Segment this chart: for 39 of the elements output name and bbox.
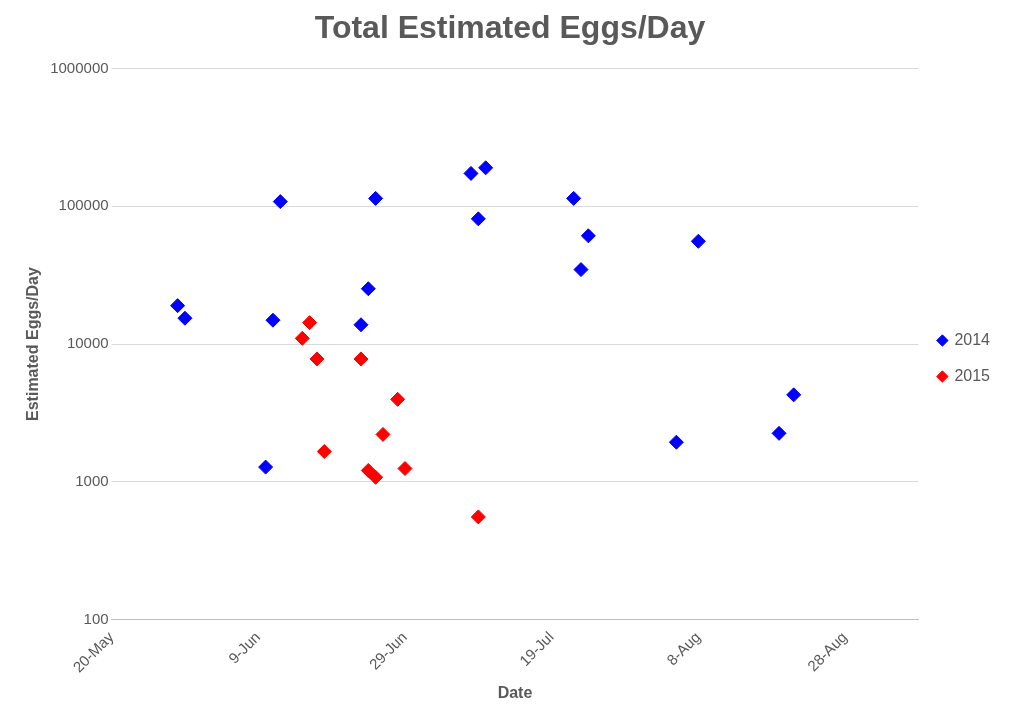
- point: [258, 459, 274, 475]
- chart-title: Total Estimated Eggs/Day: [314, 9, 706, 46]
- point: [668, 434, 684, 450]
- point: [265, 312, 281, 328]
- point: [580, 228, 596, 244]
- point: [397, 461, 413, 477]
- point: [353, 317, 369, 333]
- y-tick-label: 1000: [75, 472, 109, 490]
- point: [690, 233, 706, 249]
- point: [478, 160, 494, 176]
- point: [566, 190, 582, 206]
- point: [463, 165, 479, 181]
- point: [470, 211, 486, 227]
- x-axis-title: Date: [497, 683, 533, 701]
- point: [368, 469, 384, 485]
- point: [786, 387, 802, 403]
- point: [360, 281, 376, 297]
- point: [353, 351, 369, 367]
- point: [309, 351, 325, 367]
- point: [294, 330, 310, 346]
- point: [170, 298, 186, 314]
- legend-label: 2015: [954, 366, 991, 384]
- point: [272, 194, 288, 210]
- point: [573, 262, 589, 278]
- y-tick-label: 100: [83, 609, 109, 627]
- point: [316, 444, 332, 460]
- point: [177, 310, 193, 326]
- legend-label: 2014: [954, 330, 991, 348]
- y-tick-label: 10000: [66, 334, 109, 352]
- point: [302, 315, 318, 331]
- y-axis-title: Estimated Eggs/Day: [24, 267, 42, 421]
- point: [368, 190, 384, 206]
- point: [390, 391, 406, 407]
- y-tick-label: 100000: [58, 196, 109, 214]
- y-tick-label: 1000000: [50, 58, 109, 76]
- point: [470, 509, 486, 525]
- point: [360, 462, 376, 478]
- point: [771, 425, 787, 441]
- point: [375, 426, 391, 442]
